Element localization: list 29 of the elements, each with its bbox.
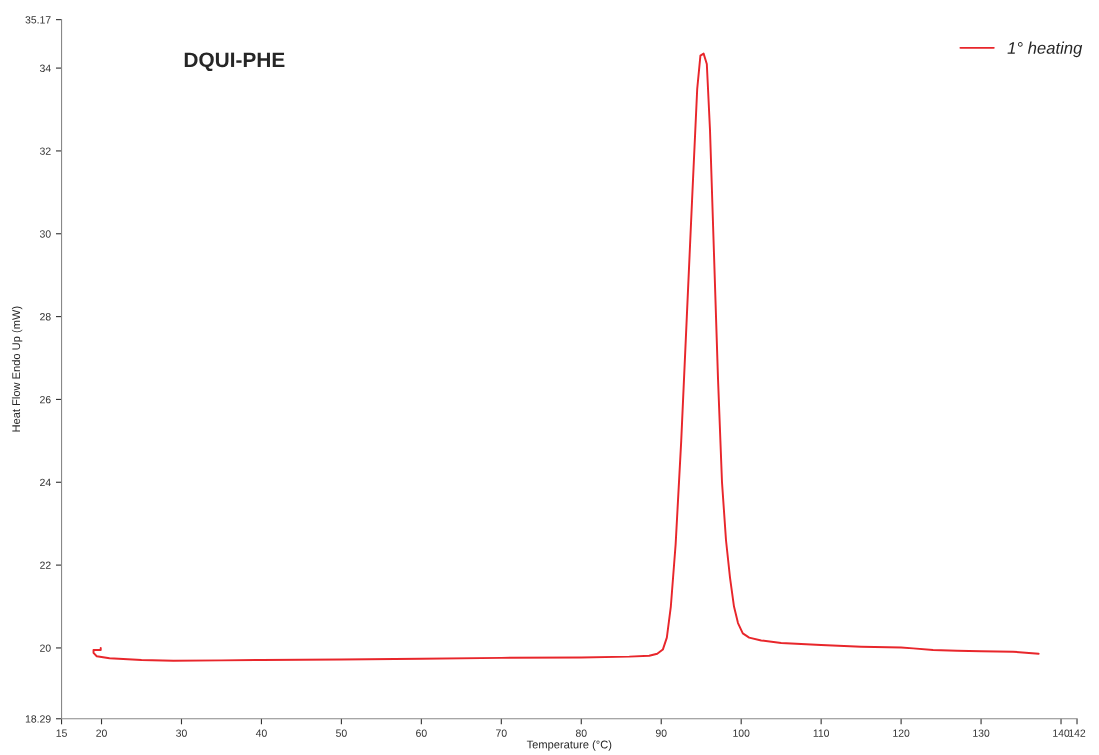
y-axis-title: Heat Flow Endo Up (mW) — [11, 306, 23, 432]
x-tick-label: 40 — [255, 729, 267, 737]
y-tick-label: 30 — [39, 230, 51, 238]
x-tick-label: 130 — [973, 729, 990, 737]
y-tick-label: 24 — [40, 478, 51, 487]
y-tick-label: 28 — [40, 313, 51, 321]
x-tick-label: 90 — [655, 729, 667, 737]
y-tick-label: 18.29 — [25, 715, 51, 723]
y-tick-label: 22 — [40, 561, 51, 569]
x-tick-label: 30 — [176, 729, 187, 737]
text: DQUI-PHE — [184, 52, 285, 72]
legend-label: 1° heating — [1007, 41, 1083, 58]
x-tick-label: 60 — [416, 729, 427, 737]
x-tick-label: 80 — [575, 729, 587, 737]
x-tick-label: 50 — [336, 729, 347, 737]
x-tick-label: 20 — [96, 729, 107, 737]
x-tick-label: 100 — [733, 729, 750, 737]
y-tick-label: 32 — [39, 147, 51, 155]
x-tick-label: 15 — [56, 729, 67, 737]
x-tick-label: 70 — [496, 729, 507, 737]
x-tick-label: 142 — [1069, 729, 1086, 737]
y-tick-label: 35.17 — [25, 16, 51, 24]
x-tick-label: 120 — [893, 729, 910, 737]
y-tick-label: 20 — [40, 644, 51, 652]
x-axis-title: Temperature (°C) — [526, 740, 612, 751]
y-tick-label: 26 — [40, 395, 51, 404]
x-tick-label: 140 — [1053, 729, 1070, 737]
x-tick-label: 110 — [813, 729, 830, 737]
y-tick-label: 34 — [39, 64, 51, 72]
